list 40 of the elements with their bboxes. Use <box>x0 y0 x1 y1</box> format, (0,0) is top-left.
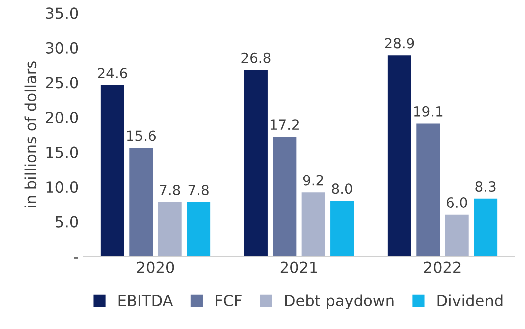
bar <box>187 202 211 257</box>
bar <box>388 56 412 257</box>
bar <box>244 70 268 257</box>
bar <box>330 200 354 257</box>
bar <box>100 86 124 257</box>
data-label: 28.9 <box>385 38 414 49</box>
y-tick-label: 35.0 <box>46 8 78 20</box>
y-tick-label: 5.0 <box>56 216 78 228</box>
bar <box>474 198 498 257</box>
data-label: 19.1 <box>414 106 443 117</box>
y-tick-label: 30.0 <box>46 42 78 54</box>
legend-label: Debt paydown <box>286 294 394 310</box>
data-label: 24.6 <box>98 68 128 79</box>
x-tick-label: 2022 <box>424 262 461 274</box>
data-label: 6.0 <box>447 198 468 208</box>
data-label: 8.0 <box>332 184 352 194</box>
y-tick-label: 15.0 <box>46 146 78 158</box>
x-tick-label: 2020 <box>137 262 174 274</box>
data-label: 7.8 <box>160 185 180 196</box>
data-label: 9.2 <box>303 175 324 186</box>
data-label: 15.6 <box>127 130 156 142</box>
bar <box>302 192 326 257</box>
y-tick-label: 10.0 <box>46 182 78 194</box>
legend-label: Dividend <box>438 294 503 307</box>
x-tick-label: 2021 <box>280 262 318 274</box>
y-tick-label: 20.0 <box>46 112 78 124</box>
legend-label: EBITDA <box>118 295 174 306</box>
bar <box>416 124 440 257</box>
bar <box>445 214 469 257</box>
legend-label: FCF <box>216 294 242 307</box>
data-label: 7.8 <box>188 185 209 196</box>
y-tick-label: 25.0 <box>46 77 78 89</box>
data-label: 17.2 <box>270 120 299 130</box>
bar <box>273 136 297 257</box>
data-label: 26.8 <box>242 52 271 64</box>
y-axis-title: in billions of dollars <box>24 62 37 208</box>
bar <box>158 202 182 257</box>
y-tick-label: - <box>74 258 78 259</box>
bar <box>130 148 154 257</box>
data-label: 8.3 <box>476 182 496 192</box>
